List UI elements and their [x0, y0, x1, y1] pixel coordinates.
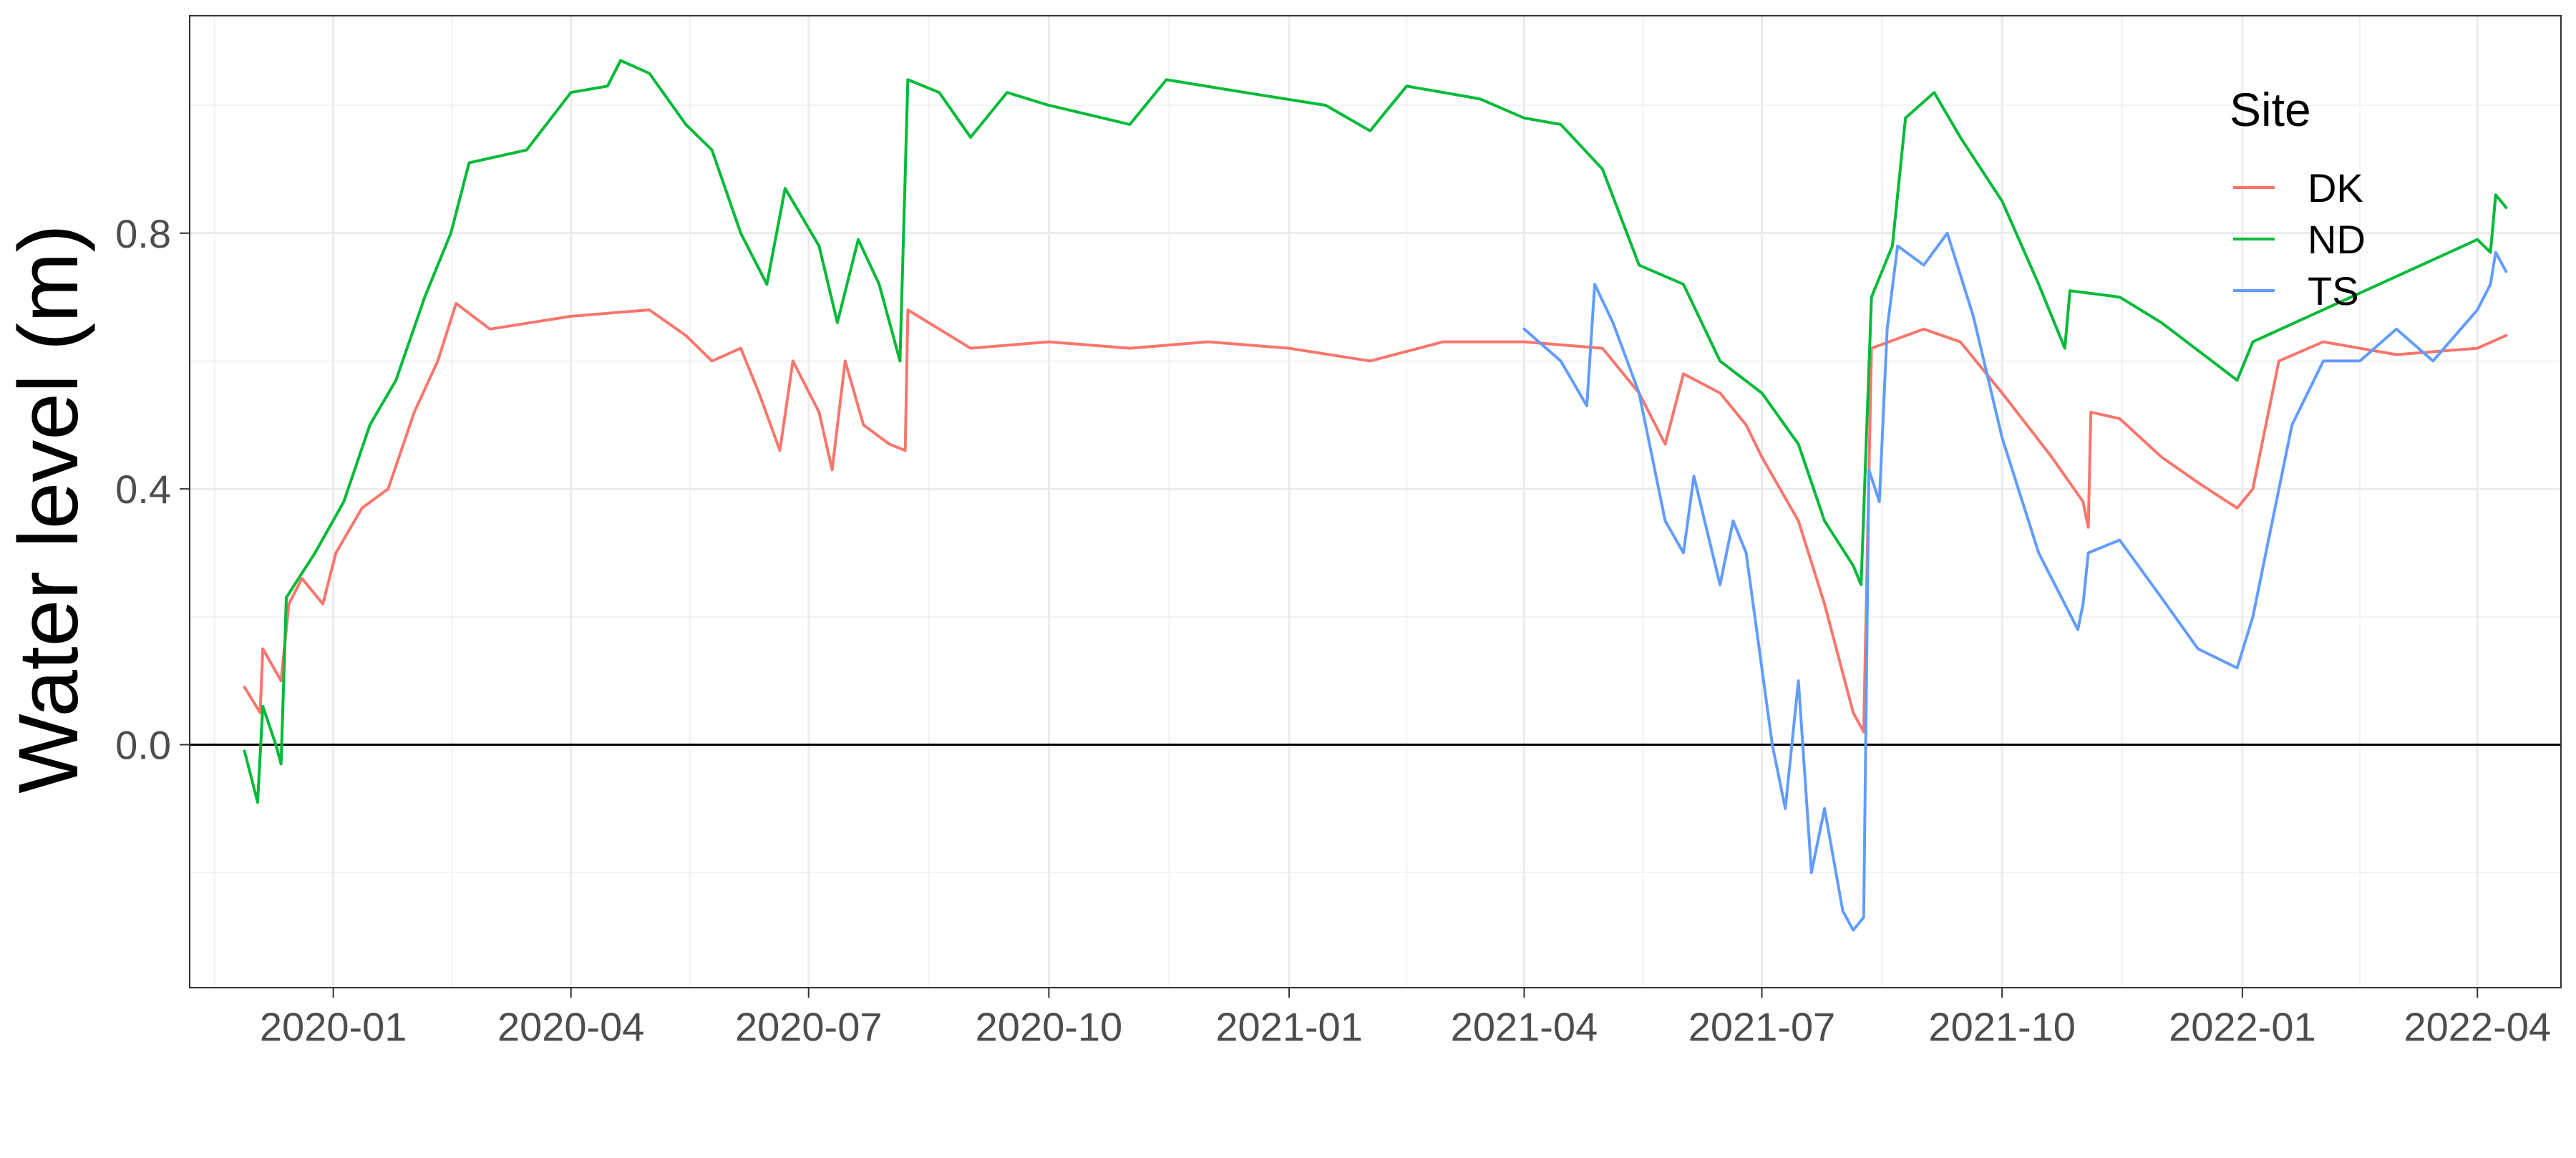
x-tick-label: 2020-10	[976, 1004, 1123, 1049]
series-line-ts	[1522, 231, 2508, 932]
y-axis-title: Water level (m)	[1, 224, 96, 793]
x-axis: 2020-01 2020-04 2020-07 2020-10 2021-01 2021-…	[260, 988, 2551, 1049]
x-tick-label: 2022-04	[2404, 1004, 2551, 1049]
y-tick-label: 0.4	[115, 467, 171, 512]
x-tick-label: 2021-01	[1215, 1004, 1363, 1049]
legend-label-dk: DK	[2308, 165, 2363, 210]
x-tick-label: 2021-10	[1928, 1004, 2076, 1049]
series-lines	[243, 59, 2508, 932]
legend-title: Site	[2230, 83, 2311, 136]
x-tick-label: 2020-01	[260, 1004, 407, 1049]
y-axis: 0.0 0.4 0.8	[115, 211, 190, 768]
y-tick-label: 0.8	[115, 211, 171, 256]
series-line-dk	[243, 302, 2508, 734]
x-tick-label: 2020-07	[735, 1004, 883, 1049]
y-tick-label: 0.0	[115, 723, 171, 768]
x-tick-label: 2021-07	[1688, 1004, 1836, 1049]
legend: Site DK ND TS	[2230, 83, 2366, 313]
legend-items: DK ND TS	[2233, 165, 2366, 313]
legend-label-nd: ND	[2308, 217, 2366, 262]
legend-label-ts: TS	[2308, 268, 2359, 313]
plot-panel-border	[189, 15, 2562, 988]
x-tick-label: 2022-01	[2169, 1004, 2316, 1049]
x-tick-label: 2020-04	[497, 1004, 645, 1049]
series-line-nd	[243, 59, 2508, 804]
x-tick-label: 2021-04	[1451, 1004, 1598, 1049]
